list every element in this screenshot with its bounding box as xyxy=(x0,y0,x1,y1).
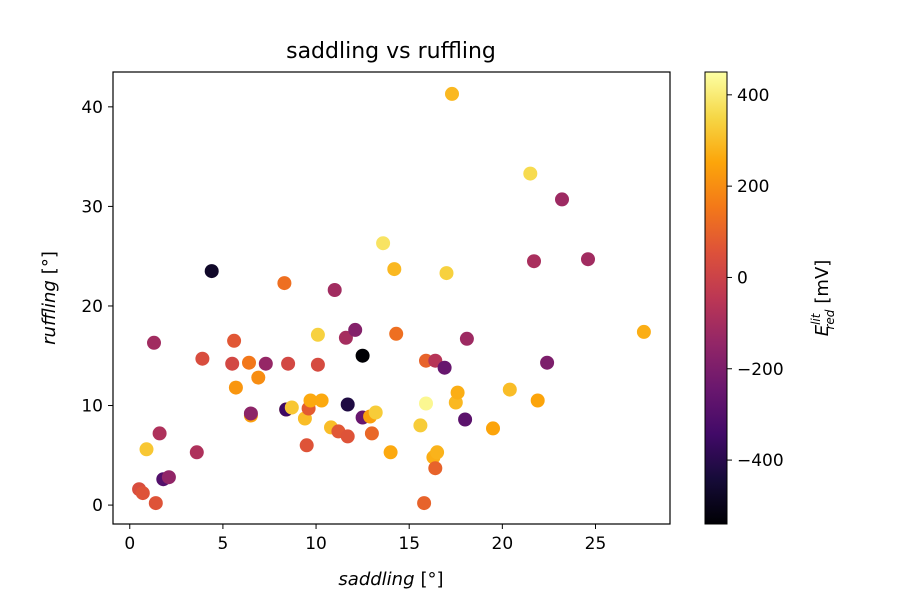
data-point xyxy=(242,355,256,370)
x-axis-label-unit: [°] xyxy=(421,569,444,590)
x-axis-label-text: saddling xyxy=(338,569,414,590)
data-point xyxy=(340,429,355,444)
colorbar-tick-label: −200 xyxy=(737,360,784,380)
data-point xyxy=(430,445,445,460)
data-point xyxy=(227,333,242,348)
data-point xyxy=(310,357,325,372)
data-point xyxy=(148,496,163,511)
data-point xyxy=(152,426,167,441)
colorbar xyxy=(704,71,728,525)
data-point xyxy=(445,86,459,101)
data-point xyxy=(161,470,176,485)
data-point xyxy=(389,326,404,341)
data-point xyxy=(486,421,500,436)
data-point xyxy=(523,166,538,181)
data-point xyxy=(530,393,545,408)
colorbar-tick-label: 0 xyxy=(737,268,748,288)
data-point xyxy=(428,461,443,476)
x-tick-label: 15 xyxy=(398,534,420,554)
data-point xyxy=(338,330,353,345)
y-tick-label: 10 xyxy=(81,397,103,417)
colorbar-label-sup: lit xyxy=(809,312,823,325)
data-point xyxy=(139,442,154,457)
points-layer xyxy=(132,86,651,511)
x-tick-label: 25 xyxy=(585,534,607,554)
x-axis-label: saddling [°] xyxy=(338,569,443,590)
data-point xyxy=(277,276,292,291)
data-point xyxy=(281,356,296,371)
colorbar-label-unit: [mV] xyxy=(812,260,833,304)
data-point xyxy=(251,370,266,385)
data-point xyxy=(383,445,398,460)
data-point xyxy=(540,355,555,370)
data-point xyxy=(368,405,383,420)
y-axis-label-unit: [°] xyxy=(39,251,60,274)
colorbar-ticks: 400 200 0 −200 −400 xyxy=(727,86,784,471)
colorbar-tick-label: −400 xyxy=(737,451,784,471)
data-point xyxy=(555,192,569,207)
data-point xyxy=(228,380,243,395)
data-point xyxy=(355,348,370,363)
data-point xyxy=(502,382,517,397)
colorbar-tick-label: 200 xyxy=(737,177,769,197)
data-point xyxy=(284,400,299,415)
data-point xyxy=(459,331,474,346)
colorbar-label-main: E xyxy=(812,324,833,336)
data-point xyxy=(195,351,210,366)
data-point xyxy=(450,385,465,400)
data-point xyxy=(636,324,651,339)
x-axis-ticks: 0 5 10 15 20 25 xyxy=(124,524,606,554)
data-point xyxy=(376,236,391,251)
y-tick-label: 40 xyxy=(81,98,103,118)
data-point xyxy=(413,418,428,433)
data-point xyxy=(364,426,379,441)
data-point xyxy=(258,356,273,371)
data-point xyxy=(439,266,454,281)
data-point xyxy=(581,252,595,267)
data-point xyxy=(419,396,433,411)
colorbar-tick-label: 400 xyxy=(737,86,769,106)
data-point xyxy=(348,322,363,337)
data-point xyxy=(458,412,473,427)
y-axis-label: ruffling [°] xyxy=(39,251,60,345)
data-point xyxy=(310,327,325,342)
data-point xyxy=(135,486,150,501)
y-axis-label-text: ruffling xyxy=(39,280,60,345)
data-point xyxy=(387,262,402,277)
data-point xyxy=(303,393,318,408)
colorbar-label-sub: red xyxy=(823,309,837,329)
data-point xyxy=(204,264,219,279)
y-tick-label: 20 xyxy=(81,297,103,317)
y-tick-label: 30 xyxy=(81,197,103,217)
data-point xyxy=(340,397,355,412)
data-point xyxy=(417,496,432,511)
data-point xyxy=(299,438,314,453)
chart-title: saddling vs ruffling xyxy=(286,39,496,64)
data-point xyxy=(147,335,161,350)
x-tick-label: 10 xyxy=(305,534,327,554)
data-point xyxy=(327,283,342,297)
x-tick-label: 20 xyxy=(492,534,514,554)
data-point xyxy=(189,445,204,460)
data-point xyxy=(243,406,258,421)
data-point xyxy=(314,393,329,408)
colorbar-label: Elitred [mV] xyxy=(809,260,837,337)
plot-area xyxy=(112,71,671,525)
x-tick-label: 5 xyxy=(217,534,228,554)
x-tick-label: 0 xyxy=(124,534,135,554)
y-axis-ticks: 0 10 20 30 40 xyxy=(81,98,113,516)
y-tick-label: 0 xyxy=(92,496,103,516)
data-point xyxy=(527,254,541,269)
data-point xyxy=(225,356,240,371)
data-point xyxy=(437,360,452,375)
